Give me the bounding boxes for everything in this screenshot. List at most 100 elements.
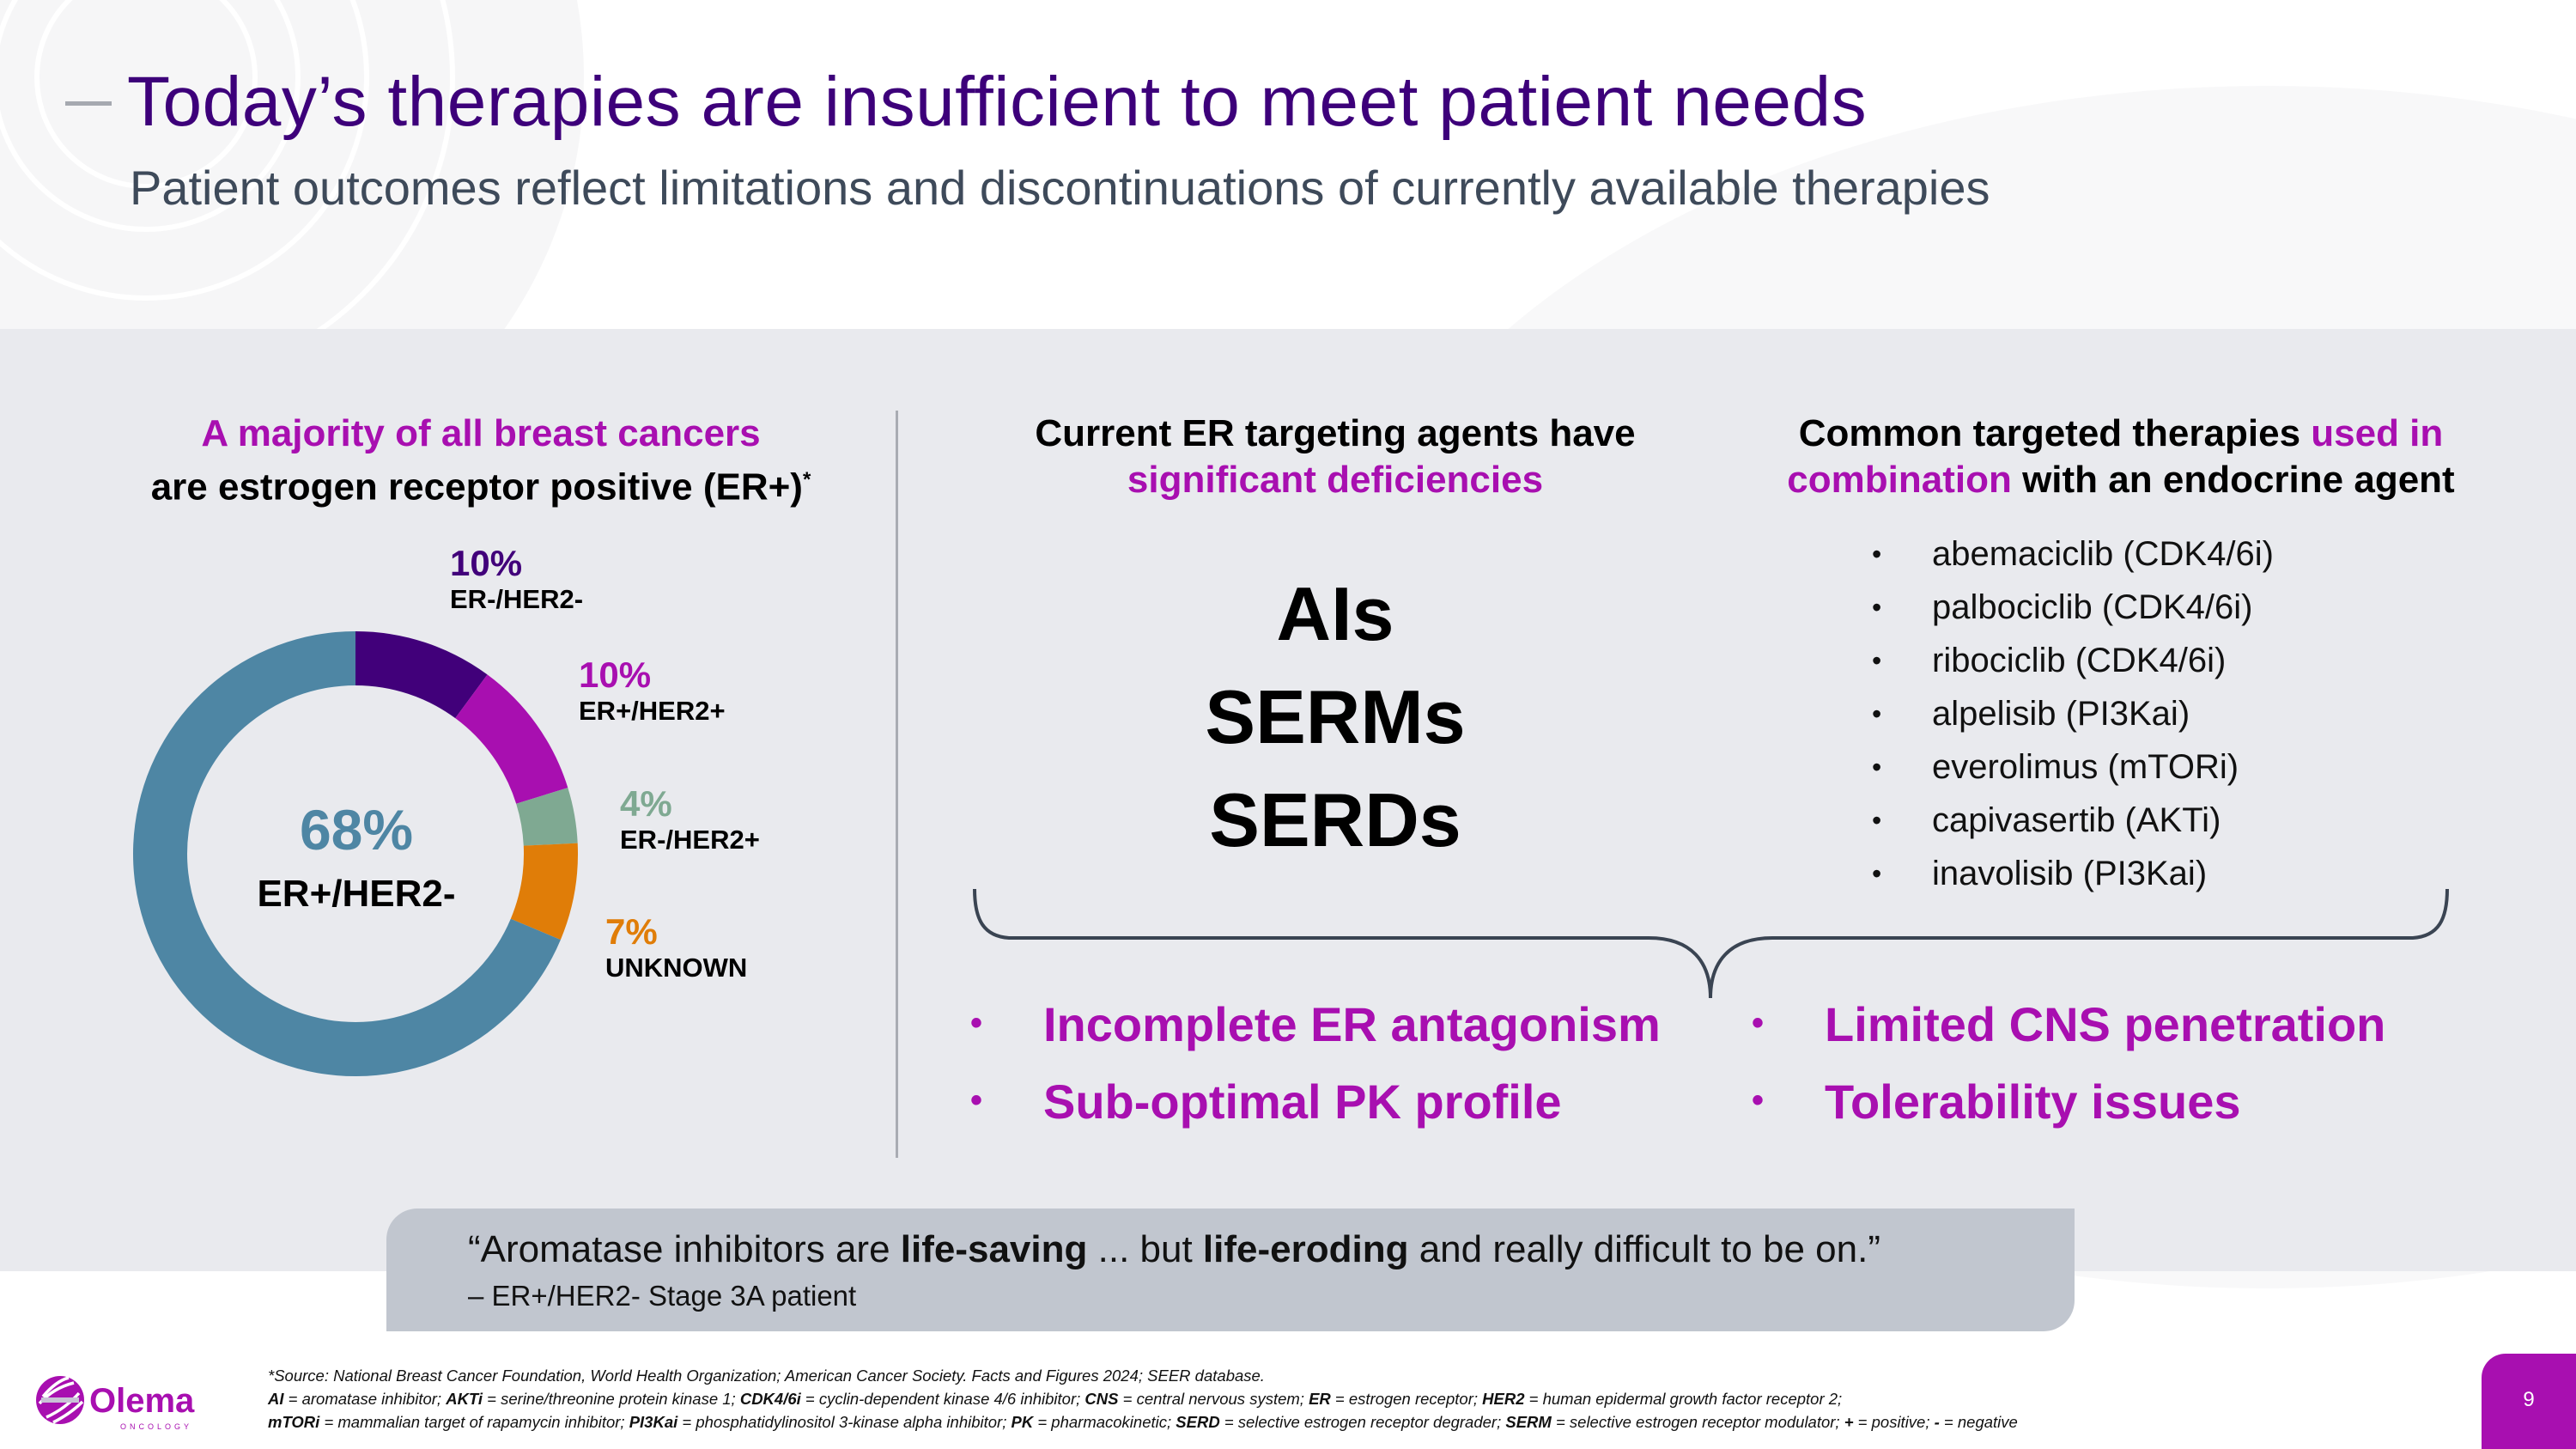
- deficiency-item: • Sub-optimal PK profile: [970, 1074, 1562, 1129]
- therapy-name: capivasertib (AKTi): [1932, 801, 2221, 839]
- heading-highlight2: combination: [1787, 459, 2012, 501]
- bullet-icon: •: [1872, 752, 1882, 782]
- er-agent-classes: AIs SERMs SERDs: [1116, 563, 1554, 872]
- er-heading-highlight: A majority of all breast cancers: [201, 412, 761, 454]
- abbreviation-term: HER2: [1482, 1390, 1525, 1408]
- bullet-icon: •: [970, 1081, 983, 1119]
- deficiency-text: Limited CNS penetration: [1825, 997, 2386, 1051]
- column-divider: [896, 411, 898, 1158]
- abbreviation-term: SERD: [1176, 1413, 1220, 1431]
- bullet-icon: •: [1872, 858, 1882, 889]
- list-item: • inavolisib (PI3Kai): [1868, 847, 2274, 900]
- list-item: • abemaciclib (CDK4/6i): [1868, 527, 2274, 581]
- segment-label-er-neg-her2-neg: 10% ER-/HER2-: [450, 543, 583, 615]
- abbreviation-definition: = phosphatidylinositol 3-kinase alpha in…: [677, 1413, 1012, 1431]
- abbreviation-term: CDK4/6i: [739, 1390, 801, 1408]
- therapy-name: inavolisib (PI3Kai): [1932, 855, 2208, 892]
- page-number-tab: [2482, 1354, 2576, 1449]
- segment-category: ER-/HER2+: [620, 825, 760, 855]
- svg-text:ONCOLOGY: ONCOLOGY: [120, 1422, 192, 1431]
- er-agents-heading-line2: significant deficiencies: [1127, 459, 1544, 501]
- patient-quote: “Aromatase inhibitors are life-saving ..…: [468, 1228, 1880, 1271]
- abbreviation-definition: = aromatase inhibitor;: [283, 1390, 447, 1408]
- olema-logo: Olema ONCOLOGY: [36, 1376, 195, 1431]
- abbreviation-definition: = selective estrogen receptor modulator;: [1551, 1413, 1844, 1431]
- abbreviation-definition: = serine/threonine protein kinase 1;: [483, 1390, 740, 1408]
- bullet-icon: •: [1752, 1081, 1765, 1119]
- abbreviation-term: PK: [1011, 1413, 1034, 1431]
- agent-class-ais: AIs: [1276, 571, 1394, 656]
- page-number: 9: [2523, 1388, 2535, 1411]
- therapy-name: everolimus (mTORi): [1932, 748, 2239, 786]
- abbreviation-term: AKTi: [446, 1390, 483, 1408]
- abbreviations-line1: AI = aromatase inhibitor; AKTi = serine/…: [268, 1387, 2018, 1410]
- deficiency-text: Tolerability issues: [1825, 1075, 2241, 1129]
- bullet-icon: •: [1872, 592, 1882, 623]
- list-item: • alpelisib (PI3Kai): [1868, 687, 2274, 740]
- er-positive-heading: A majority of all breast cancers are est…: [86, 411, 876, 511]
- deficiency-text: Incomplete ER antagonism: [1043, 997, 1661, 1051]
- abbreviation-term: ER: [1309, 1390, 1331, 1408]
- abbreviation-term: +: [1844, 1413, 1854, 1431]
- deficiency-text: Sub-optimal PK profile: [1043, 1075, 1562, 1129]
- abbreviation-definition: = positive;: [1853, 1413, 1935, 1431]
- segment-percent: 7%: [605, 911, 658, 952]
- bullet-icon: •: [1872, 698, 1882, 729]
- abbreviation-term: AI: [268, 1390, 284, 1408]
- abbreviation-term: -: [1934, 1413, 1940, 1431]
- heading-part2: with an endocrine agent: [2011, 459, 2455, 501]
- abbreviation-definition: = mammalian target of rapamycin inhibito…: [319, 1413, 629, 1431]
- er-agents-heading-line1: Current ER targeting agents have: [1035, 412, 1636, 454]
- segment-percent: 10%: [579, 654, 652, 695]
- combination-therapies-heading: Common targeted therapies used in combin…: [1726, 411, 2516, 503]
- list-item: • ribociclib (CDK4/6i): [1868, 634, 2274, 687]
- agent-class-serds: SERDs: [1209, 777, 1461, 862]
- quote-emphasis: life-saving: [900, 1228, 1088, 1270]
- quote-emphasis: life-eroding: [1202, 1228, 1409, 1270]
- segment-category: UNKNOWN: [605, 953, 748, 983]
- segment-label-unknown: 7% UNKNOWN: [605, 911, 747, 983]
- donut-segment-unknown: [510, 843, 578, 941]
- breast-cancer-subtype-donut-chart: [132, 631, 578, 1076]
- deficiency-item: • Limited CNS penetration: [1752, 996, 2385, 1052]
- donut-center-percent: 68%: [299, 798, 414, 861]
- page-subtitle: Patient outcomes reflect limitations and…: [130, 161, 1990, 215]
- bullet-icon: •: [1872, 539, 1882, 569]
- segment-category: ER-/HER2-: [450, 584, 584, 614]
- footnotes: *Source: National Breast Cancer Foundati…: [268, 1364, 2018, 1434]
- therapy-name: ribociclib (CDK4/6i): [1932, 642, 2227, 679]
- heading-part1: Common targeted therapies: [1798, 412, 2312, 454]
- bullet-icon: •: [1872, 645, 1882, 676]
- bullet-icon: •: [1752, 1003, 1765, 1042]
- bullet-icon: •: [970, 1003, 983, 1042]
- deficiency-item: • Tolerability issues: [1752, 1074, 2240, 1129]
- segment-label-er-pos-her2-pos: 10% ER+/HER2+: [579, 654, 726, 727]
- list-item: • everolimus (mTORi): [1868, 740, 2274, 794]
- quote-attribution: – ER+/HER2- Stage 3A patient: [468, 1280, 857, 1312]
- deficiency-item: • Incomplete ER antagonism: [970, 996, 1661, 1052]
- abbreviation-term: mTORi: [268, 1413, 320, 1431]
- donut-segment-er-her2-: [455, 674, 568, 804]
- therapy-name: palbociclib (CDK4/6i): [1932, 588, 2253, 626]
- abbreviation-term: CNS: [1084, 1390, 1119, 1408]
- footnote-mark: *: [802, 468, 811, 491]
- quote-part: and really difficult to be on.”: [1408, 1228, 1880, 1270]
- therapy-list: • abemaciclib (CDK4/6i) • palbociclib (CDK…: [1868, 527, 2274, 900]
- list-item: • palbociclib (CDK4/6i): [1868, 581, 2274, 634]
- abbreviation-definition: = cyclin-dependent kinase 4/6 inhibitor;: [800, 1390, 1085, 1408]
- abbreviation-definition: = pharmacokinetic;: [1033, 1413, 1176, 1431]
- agent-class-serms: SERMs: [1205, 674, 1466, 759]
- title-dash: [65, 101, 112, 106]
- donut-center-label: ER+/HER2-: [257, 873, 456, 915]
- patient-quote-box: [386, 1209, 2075, 1331]
- bullet-icon: •: [1872, 805, 1882, 836]
- abbreviation-definition: = estrogen receptor;: [1330, 1390, 1483, 1408]
- segment-label-er-neg-her2-pos: 4% ER-/HER2+: [620, 783, 760, 855]
- heading-highlight1: used in: [2311, 412, 2444, 454]
- content-panel: [0, 329, 2576, 1271]
- abbreviation-definition: = central nervous system;: [1118, 1390, 1309, 1408]
- abbreviation-term: PI3Kai: [629, 1413, 678, 1431]
- donut-segment-er-her2-: [516, 788, 578, 846]
- quote-part: ... but: [1087, 1228, 1203, 1270]
- therapy-name: alpelisib (PI3Kai): [1932, 695, 2190, 733]
